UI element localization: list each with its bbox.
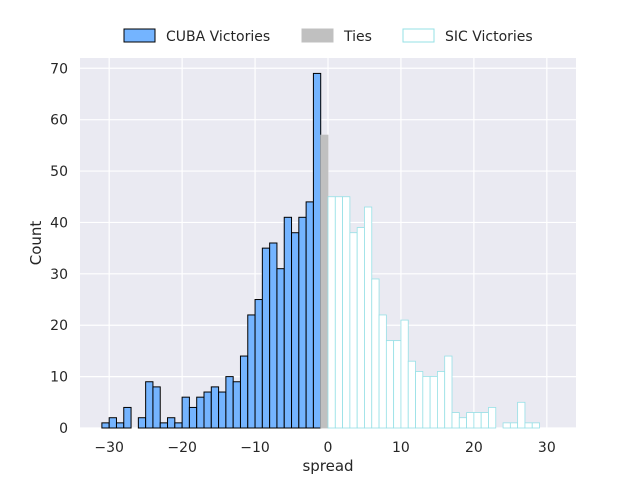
histogram-bar xyxy=(196,396,205,429)
x-tick-label: −10 xyxy=(240,440,270,456)
histogram-bar xyxy=(174,422,183,429)
x-tick-label: −30 xyxy=(94,440,124,456)
histogram-bar xyxy=(145,381,154,429)
y-tick-label: 70 xyxy=(50,61,68,77)
y-axis-ticks: 0 10 20 30 40 50 60 70 xyxy=(50,61,68,437)
histogram-bar xyxy=(509,422,519,429)
histogram-bar xyxy=(488,407,497,429)
histogram-bar xyxy=(305,201,314,429)
histogram-bar xyxy=(444,355,453,429)
histogram-bar xyxy=(458,417,467,429)
y-tick-label: 40 xyxy=(50,215,68,231)
histogram-bar xyxy=(312,72,322,429)
legend-item-1: Ties xyxy=(301,28,372,45)
histogram-bar xyxy=(239,355,249,429)
histogram-bar xyxy=(437,371,446,429)
series-1 xyxy=(320,134,329,429)
histogram-bars xyxy=(101,72,540,429)
histogram-bar xyxy=(371,278,380,429)
histogram-bar xyxy=(159,422,169,429)
legend-swatch xyxy=(402,28,435,43)
x-tick-label: 20 xyxy=(465,440,483,456)
histogram-bar xyxy=(123,406,132,429)
x-axis-label: spread xyxy=(302,457,353,475)
y-tick-label: 0 xyxy=(59,421,68,437)
histogram-bar xyxy=(524,422,533,429)
legend-label: CUBA Victories xyxy=(166,29,270,45)
legend-swatch xyxy=(301,28,334,43)
histogram-bar xyxy=(283,216,293,429)
histogram-bar xyxy=(298,216,307,429)
histogram-bar xyxy=(152,386,161,429)
histogram-bar xyxy=(415,371,424,429)
histogram-bar xyxy=(429,376,438,429)
histogram-bar xyxy=(225,376,234,429)
histogram-bar xyxy=(167,417,176,429)
histogram-bar xyxy=(385,340,395,429)
histogram-bar xyxy=(356,227,365,429)
histogram-bar xyxy=(364,206,373,429)
legend-label: Ties xyxy=(343,29,372,45)
legend-swatch xyxy=(123,28,156,43)
histogram-bar xyxy=(327,196,336,429)
x-tick-label: −20 xyxy=(167,440,197,456)
histogram-bar xyxy=(378,314,387,429)
histogram-bar xyxy=(210,386,220,429)
histogram-bar xyxy=(137,417,147,429)
x-tick-label: 0 xyxy=(324,440,333,456)
histogram-bar xyxy=(101,422,110,429)
x-axis-ticks: −30 −20 −10 0 10 20 30 xyxy=(94,440,555,456)
y-tick-label: 10 xyxy=(50,370,68,386)
histogram-bar xyxy=(115,422,125,429)
y-tick-label: 20 xyxy=(50,318,68,334)
histogram-bar xyxy=(531,422,540,429)
histogram-bar xyxy=(502,422,511,429)
histogram-bar xyxy=(269,242,278,429)
histogram-bar xyxy=(400,319,409,429)
histogram-bar xyxy=(407,360,416,429)
y-tick-label: 60 xyxy=(50,113,68,129)
histogram-bar xyxy=(466,412,475,429)
series-2 xyxy=(327,196,540,429)
histogram-bar xyxy=(188,406,198,429)
histogram-bar xyxy=(276,268,285,429)
histogram-bar xyxy=(451,412,460,429)
legend-item-0: CUBA Victories xyxy=(123,28,270,45)
histogram-bar xyxy=(342,196,351,429)
y-tick-label: 30 xyxy=(50,267,68,283)
x-tick-label: 10 xyxy=(392,440,410,456)
y-tick-label: 50 xyxy=(50,164,68,180)
histogram-bar xyxy=(203,391,212,429)
histogram-bar xyxy=(261,247,271,429)
histogram-bar xyxy=(480,412,489,429)
legend-item-2: SIC Victories xyxy=(402,28,533,45)
histogram-bar xyxy=(247,314,256,429)
legend-label: SIC Victories xyxy=(445,29,533,45)
histogram-bar xyxy=(393,340,402,429)
histogram-bar xyxy=(181,396,190,429)
histogram-bar xyxy=(108,417,117,429)
histogram-bar xyxy=(291,232,300,429)
histogram-bar xyxy=(232,381,241,429)
x-tick-label: 30 xyxy=(538,440,556,456)
histogram-bar xyxy=(422,376,431,429)
histogram-bar xyxy=(473,412,482,429)
histogram-bar xyxy=(254,299,263,429)
series-0 xyxy=(101,72,322,429)
histogram-bar xyxy=(334,196,343,429)
histogram-bar xyxy=(349,232,358,429)
histogram-bar xyxy=(517,401,526,429)
histogram-bar xyxy=(218,391,227,429)
y-axis-label: Count xyxy=(27,221,45,266)
legend: CUBA Victories Ties SIC Victories xyxy=(123,28,533,45)
histogram-bar xyxy=(320,134,329,429)
